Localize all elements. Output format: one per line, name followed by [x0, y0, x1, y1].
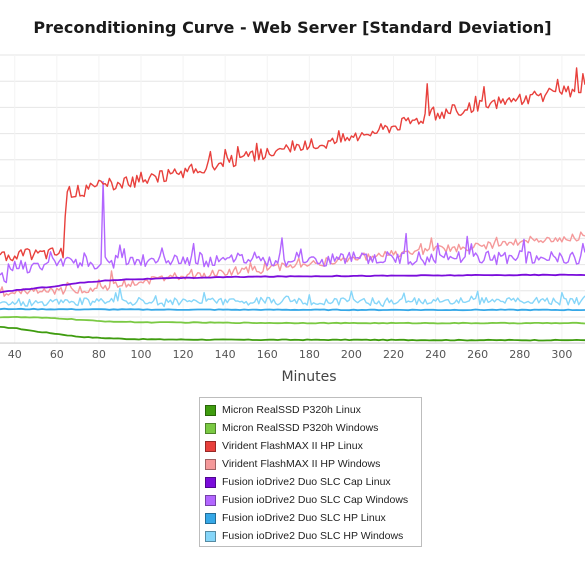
legend-label: Micron RealSSD P320h Windows — [222, 422, 379, 434]
legend-item[interactable]: Virident FlashMAX II HP Linux — [205, 437, 421, 455]
legend-label: Virident FlashMAX II HP Linux — [222, 440, 363, 452]
chart-legend: Micron RealSSD P320h Linux Micron RealSSD… — [199, 397, 422, 547]
legend-label: Virident FlashMAX II HP Windows — [222, 458, 381, 470]
legend-item[interactable]: Micron RealSSD P320h Windows — [205, 419, 421, 437]
x-tick-label: 60 — [50, 348, 64, 361]
legend-item[interactable]: Micron RealSSD P320h Linux — [205, 401, 421, 419]
legend-item[interactable]: Fusion ioDrive2 Duo SLC Cap Windows — [205, 491, 421, 509]
legend-item[interactable]: Fusion ioDrive2 Duo SLC HP Windows — [205, 527, 421, 545]
legend-label: Fusion ioDrive2 Duo SLC HP Windows — [222, 530, 404, 542]
x-tick-label: 100 — [130, 348, 151, 361]
legend-swatch — [205, 440, 216, 452]
legend-swatch — [205, 530, 216, 542]
series-line-7 — [0, 307, 585, 312]
x-tick-label: 300 — [551, 348, 572, 361]
series-line-8 — [0, 287, 585, 308]
legend-swatch — [205, 458, 216, 470]
x-tick-label: 120 — [173, 348, 194, 361]
x-tick-label: 80 — [92, 348, 106, 361]
series-line-6 — [0, 181, 585, 284]
x-tick-label: 180 — [299, 348, 320, 361]
series-line-5 — [0, 273, 585, 294]
x-tick-label: 200 — [341, 348, 362, 361]
legend-label: Fusion ioDrive2 Duo SLC Cap Windows — [222, 494, 409, 506]
chart-title: Preconditioning Curve - Web Server [Stan… — [33, 18, 552, 37]
legend-label: Fusion ioDrive2 Duo SLC Cap Linux — [222, 476, 391, 488]
series-line-2 — [0, 316, 585, 325]
legend-swatch — [205, 512, 216, 524]
series-line-4 — [0, 231, 585, 297]
legend-item[interactable]: Fusion ioDrive2 Duo SLC Cap Linux — [205, 473, 421, 491]
series-line-1 — [0, 326, 585, 342]
legend-label: Fusion ioDrive2 Duo SLC HP Linux — [222, 512, 386, 524]
x-tick-label: 220 — [383, 348, 404, 361]
legend-swatch — [205, 494, 216, 506]
legend-item[interactable]: Fusion ioDrive2 Duo SLC HP Linux — [205, 509, 421, 527]
legend-swatch — [205, 422, 216, 434]
x-axis-label: Minutes — [281, 369, 337, 385]
series-line-3 — [0, 67, 585, 262]
legend-swatch — [205, 404, 216, 416]
legend-item[interactable]: Virident FlashMAX II HP Windows — [205, 455, 421, 473]
x-tick-label: 40 — [8, 348, 22, 361]
x-tick-label: 260 — [467, 348, 488, 361]
x-tick-label: 280 — [509, 348, 530, 361]
x-tick-label: 160 — [257, 348, 278, 361]
legend-label: Micron RealSSD P320h Linux — [222, 404, 361, 416]
legend-swatch — [205, 476, 216, 488]
x-tick-label: 140 — [215, 348, 236, 361]
x-tick-label: 240 — [425, 348, 446, 361]
